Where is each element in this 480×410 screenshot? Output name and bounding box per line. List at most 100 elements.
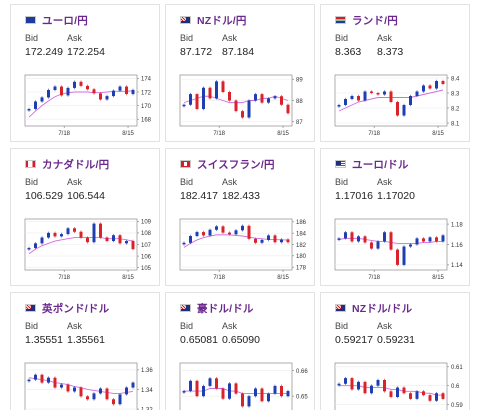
bid-label: Bid: [335, 33, 349, 43]
candle-body: [182, 242, 186, 245]
candle-body: [53, 86, 57, 90]
currency-pair-link[interactable]: スイスフラン/円: [197, 158, 275, 171]
price-chart[interactable]: 0.59 0.6 0.61: [325, 353, 467, 410]
ask-value: 182.433: [222, 190, 260, 202]
candle-body: [125, 86, 128, 95]
currency-pair-link[interactable]: 豪ドル/ドル: [197, 302, 254, 315]
candle-body: [260, 388, 264, 402]
currency-pair-link[interactable]: NZドル/円: [197, 14, 247, 27]
card-header: 豪ドル/ドル: [180, 301, 254, 315]
y-tick-label: 1.36: [141, 368, 153, 374]
bid-label: Bid: [180, 33, 194, 43]
y-tick-label: 168: [141, 118, 152, 124]
candle-body: [221, 388, 225, 399]
rate-card-1[interactable]: ユーロ/円 Bid Ask 172.249 172.254 168 170 172 1…: [10, 4, 160, 142]
candle-body: [363, 236, 367, 243]
candle-body: [86, 85, 89, 90]
candle-body: [105, 388, 109, 400]
candle-body: [370, 91, 373, 93]
price-chart[interactable]: 1.14 1.16 1.18 7/18 8/15: [325, 209, 467, 285]
flag-ch-icon: [180, 160, 191, 168]
price-chart[interactable]: 178 180 182 184 186 7/18 8/15: [170, 209, 312, 285]
bid-value: 172.249: [25, 46, 63, 58]
candle-body: [118, 86, 122, 91]
candle-body: [383, 380, 386, 392]
candle-body: [350, 96, 354, 99]
rate-card-7[interactable]: 英ポンド/ドル Bid Ask 1.35551 1.35561 1.32 1.34…: [10, 292, 160, 410]
card-header: ユーロ/円: [25, 13, 88, 27]
candle-body: [415, 91, 419, 96]
ask-value: 172.254: [67, 46, 105, 58]
price-chart[interactable]: 168 170 172 174 7/18 8/15: [15, 65, 157, 141]
candle-body: [389, 232, 393, 250]
y-tick-label: 108: [141, 231, 152, 237]
candle-body: [221, 81, 225, 92]
currency-pair-link[interactable]: NZドル/ドル: [352, 302, 413, 315]
currency-pair-link[interactable]: ランド/円: [352, 14, 398, 27]
ask-value: 0.65090: [222, 334, 260, 346]
y-tick-label: 0.59: [451, 403, 463, 409]
candle-body: [60, 384, 63, 388]
candle-body: [376, 380, 380, 386]
candle-body: [118, 394, 122, 405]
ask-label: Ask: [67, 177, 83, 187]
rate-card-2[interactable]: NZドル/円 Bid Ask 87.172 87.184 87 88 89 7/18 8…: [165, 4, 315, 142]
candle-body: [409, 393, 412, 399]
plot-frame: [334, 362, 448, 410]
ask-label: Ask: [222, 177, 238, 187]
ask-label: Ask: [67, 33, 83, 43]
ask-value: 1.17020: [377, 190, 415, 202]
candle-body: [376, 241, 380, 249]
currency-pair-link[interactable]: ユーロ/円: [42, 14, 88, 27]
candle-body: [402, 387, 406, 394]
candle-body: [273, 235, 277, 243]
rate-card-6[interactable]: ユーロ/ドル Bid Ask 1.17016 1.17020 1.14 1.16 1…: [320, 148, 470, 286]
flag-gb-icon: [25, 304, 36, 312]
price-chart[interactable]: 0.65 0.66: [170, 353, 312, 410]
candle-body: [208, 229, 212, 236]
candle-body: [60, 234, 63, 237]
rate-card-8[interactable]: 豪ドル/ドル Bid Ask 0.65081 0.65090 0.65 0.66: [165, 292, 315, 410]
candle-body: [441, 81, 445, 84]
flag-us-icon: [335, 160, 346, 168]
candle-body: [34, 374, 37, 380]
candle-body: [402, 105, 406, 116]
bid-value: 182.417: [180, 190, 218, 202]
ask-value: 87.184: [222, 46, 255, 58]
x-tick-label: 8/15: [432, 131, 444, 137]
candle-body: [415, 391, 419, 399]
rate-card-5[interactable]: スイスフラン/円 Bid Ask 182.417 182.433 178 180 1…: [165, 148, 315, 286]
price-chart[interactable]: 105 106 107 108 109 7/18 8/15: [15, 209, 157, 285]
candle-body: [234, 230, 238, 235]
moving-average-line: [28, 90, 134, 118]
y-tick-label: 178: [296, 265, 307, 271]
price-chart[interactable]: 87 88 89 7/18 8/15: [170, 65, 312, 141]
candle-body: [357, 96, 360, 101]
price-chart[interactable]: 8.1 8.2 8.3 8.4 7/18 8/15: [325, 65, 467, 141]
currency-pair-link[interactable]: 英ポンド/ドル: [42, 302, 110, 315]
candle-body: [254, 388, 257, 397]
candle-body: [195, 380, 199, 397]
currency-pair-link[interactable]: ユーロ/ドル: [352, 158, 409, 171]
bid-label: Bid: [25, 321, 39, 331]
rate-card-4[interactable]: カナダドル/円 Bid Ask 106.529 106.544 105 106 10…: [10, 148, 160, 286]
y-tick-label: 8.2: [451, 106, 460, 112]
candle-body: [234, 383, 238, 394]
candle-body: [280, 96, 283, 105]
candle-body: [280, 239, 283, 243]
candle-body: [182, 391, 186, 393]
currency-pair-link[interactable]: カナダドル/円: [42, 158, 110, 171]
bid-value: 87.172: [180, 46, 213, 58]
price-chart[interactable]: 1.32 1.34 1.36: [15, 353, 157, 410]
rate-card-3[interactable]: ランド/円 Bid Ask 8.363 8.373 8.1 8.2 8.3 8.4 7/…: [320, 4, 470, 142]
candle-body: [73, 387, 76, 392]
x-tick-label: 7/18: [213, 131, 225, 137]
y-tick-label: 88: [296, 99, 303, 105]
ask-label: Ask: [377, 33, 393, 43]
y-tick-label: 1.16: [451, 243, 463, 249]
candle-body: [344, 378, 347, 384]
rate-card-9[interactable]: NZドル/ドル Bid Ask 0.59217 0.59231 0.59 0.6 0…: [320, 292, 470, 410]
candle-body: [363, 381, 367, 394]
candle-body: [99, 388, 102, 394]
